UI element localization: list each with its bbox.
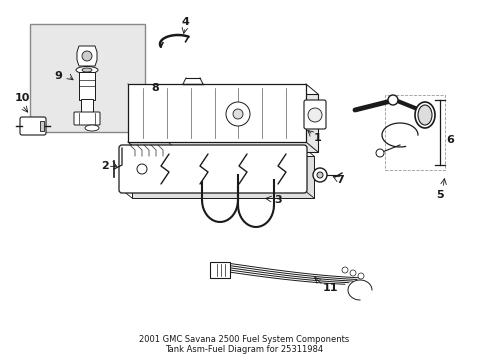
FancyBboxPatch shape (119, 145, 306, 193)
Text: 5: 5 (435, 190, 443, 200)
Text: 2001 GMC Savana 2500 Fuel System Components: 2001 GMC Savana 2500 Fuel System Compone… (139, 336, 348, 345)
Text: 8: 8 (151, 83, 159, 93)
Polygon shape (209, 262, 229, 278)
Text: 11: 11 (322, 283, 337, 293)
Ellipse shape (414, 102, 434, 128)
Ellipse shape (82, 68, 92, 72)
Text: 3: 3 (274, 195, 281, 205)
Polygon shape (77, 46, 97, 66)
Text: 6: 6 (445, 135, 453, 145)
Text: 9: 9 (54, 71, 62, 81)
Circle shape (316, 172, 323, 178)
Polygon shape (128, 142, 180, 152)
Circle shape (225, 102, 249, 126)
Circle shape (82, 51, 92, 61)
Circle shape (349, 270, 355, 276)
Circle shape (312, 168, 326, 182)
Circle shape (357, 273, 363, 279)
Ellipse shape (85, 125, 99, 131)
FancyBboxPatch shape (304, 100, 325, 129)
Circle shape (341, 267, 347, 273)
Bar (30, 24, 145, 132)
Text: 10: 10 (14, 93, 30, 103)
Bar (40, 121, 44, 131)
Bar (79, 72, 95, 100)
Circle shape (137, 164, 147, 174)
Ellipse shape (417, 105, 431, 125)
Text: 7: 7 (335, 175, 343, 185)
Bar (81, 99, 93, 114)
Text: 4: 4 (181, 17, 188, 27)
Circle shape (387, 95, 397, 105)
Polygon shape (128, 84, 305, 142)
Circle shape (375, 149, 383, 157)
Ellipse shape (76, 67, 98, 73)
Text: 1: 1 (313, 133, 321, 143)
Text: 2: 2 (101, 161, 109, 171)
Polygon shape (140, 94, 317, 152)
Text: Tank Asm-Fuel Diagram for 25311984: Tank Asm-Fuel Diagram for 25311984 (164, 346, 323, 355)
Polygon shape (132, 156, 313, 198)
Bar (384, 95, 444, 170)
Circle shape (232, 109, 243, 119)
FancyBboxPatch shape (20, 117, 46, 135)
Circle shape (307, 108, 321, 122)
FancyBboxPatch shape (74, 112, 100, 125)
